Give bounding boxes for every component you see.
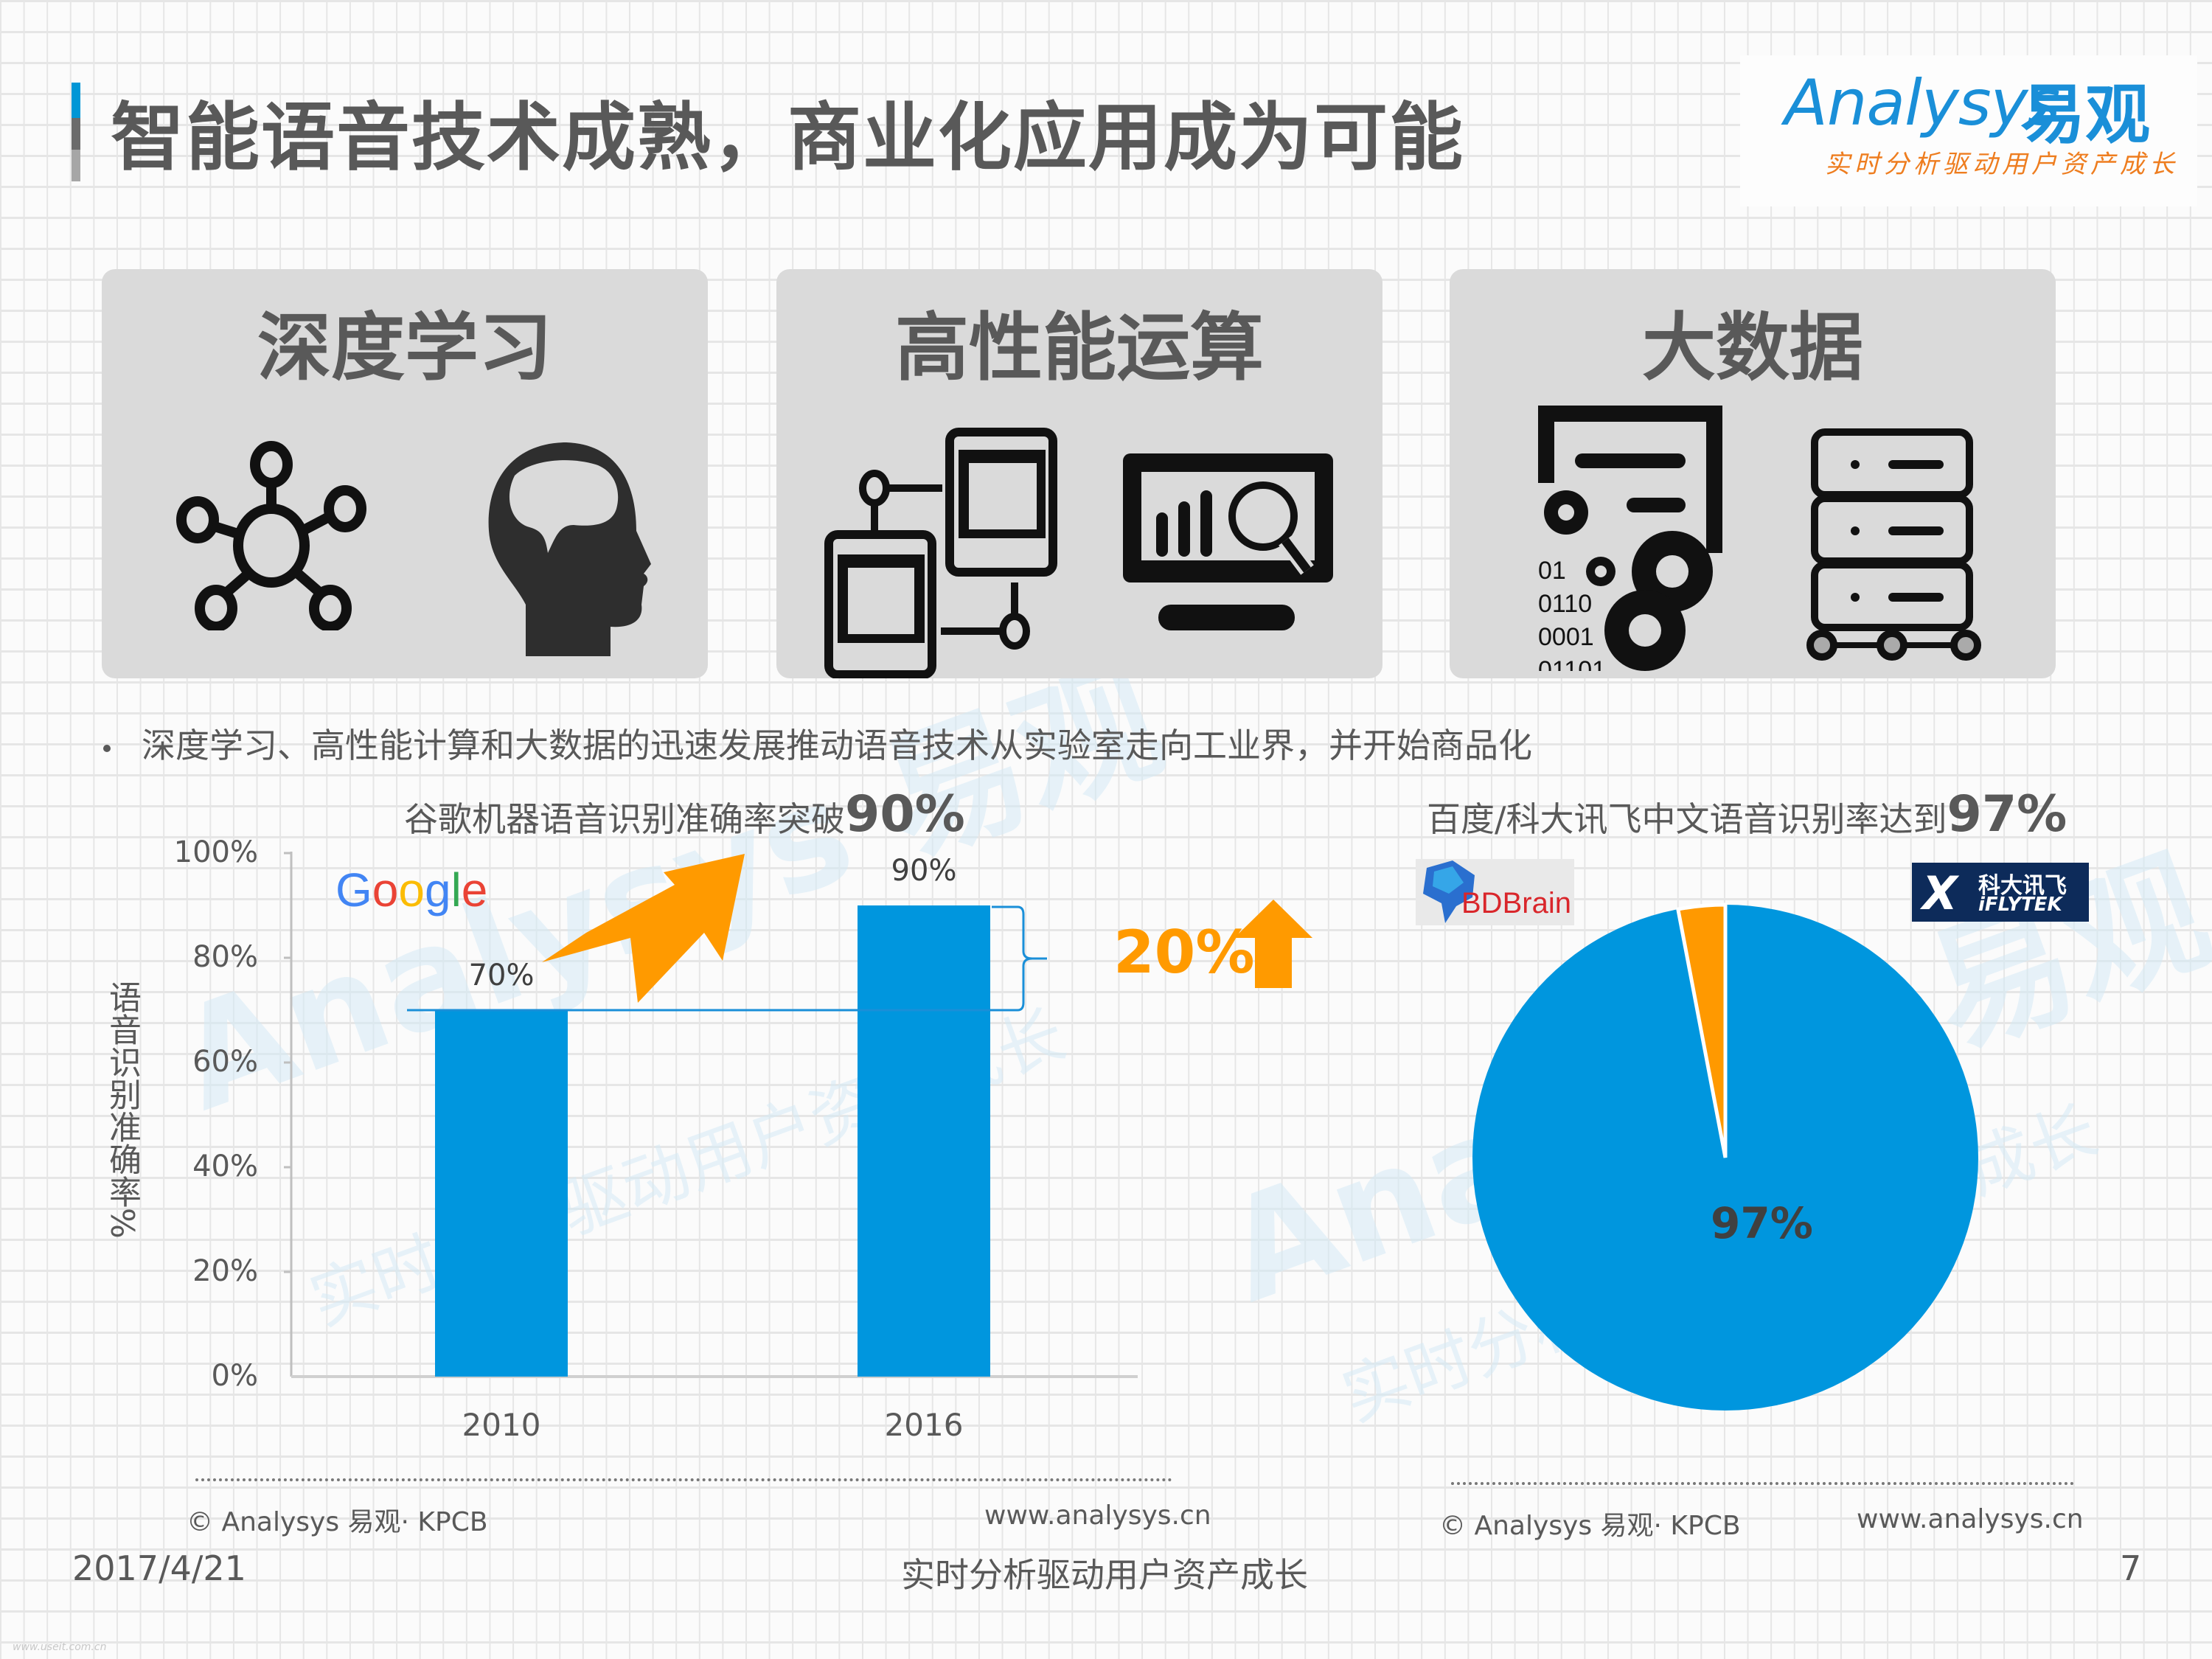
iflytek-logo: X 科大讯飞 iFLYTEK	[1912, 863, 2089, 922]
data-gears-icon: 01 0110 0001 01101	[1538, 406, 1722, 671]
bar-value-label: 70%	[468, 959, 535, 992]
server-stack-icon	[1811, 428, 1973, 649]
human-head-brain-icon	[488, 442, 651, 656]
bullet-text: 深度学习、高性能计算和大数据的迅速发展推动语音技术从实验室走向工业界，并开始商品…	[142, 726, 1532, 765]
ytick: 60%	[192, 1045, 258, 1079]
footer-slogan: 实时分析驱动用户资产成长	[901, 1555, 1308, 1595]
panel-big-data: 大数据 01 0110 0001 01101	[1450, 269, 2056, 678]
divider	[195, 1478, 1172, 1481]
increase-label: 20%	[1113, 918, 1255, 987]
panel-high-performance-computing: 高性能运算	[776, 269, 1382, 678]
logo-brand-en: Analysys	[1784, 66, 2060, 140]
panel-title: 深度学习	[257, 305, 552, 391]
pie-chart-source: © Analysys 易观· KPCB	[1439, 1511, 1741, 1541]
bar-2016	[858, 905, 990, 1377]
binary-text: 0001	[1538, 623, 1594, 651]
page-title: 智能语音技术成熟，商业化应用成为可能	[111, 94, 1464, 181]
xtick: 2010	[462, 1407, 541, 1443]
pie-chart-title: 百度/科大讯飞中文语音识别率达到97%	[1427, 785, 2067, 844]
bar-value-label: 90%	[891, 854, 957, 888]
panel-deep-learning: 深度学习	[102, 269, 708, 678]
bar-chart-axes	[284, 852, 1138, 1378]
bdbrain-logo: BDBrain	[1416, 859, 1574, 925]
bar-2010	[435, 1010, 568, 1377]
network-hub-icon	[176, 441, 366, 630]
pie-chart	[1472, 902, 1978, 1411]
bar-chart-site: www.analysys.cn	[984, 1500, 1211, 1531]
connected-computers-icon	[824, 428, 1057, 678]
bullet-point: 深度学习、高性能计算和大数据的迅速发展推动语音技术从实验室走向工业界，并开始商品…	[103, 719, 1532, 768]
tiny-watermark: www.useit.com.cn	[13, 1641, 107, 1653]
ytick: 80%	[192, 940, 258, 974]
monitor-analytics-icon	[1123, 453, 1333, 630]
ytick: 0%	[211, 1359, 258, 1393]
binary-text: 0110	[1538, 590, 1592, 618]
pie-slice-label: 97%	[1711, 1198, 1813, 1248]
divider	[1451, 1482, 2074, 1485]
ytick: 20%	[192, 1254, 258, 1288]
increase-bracket	[407, 905, 1047, 1012]
footer-date: 2017/4/21	[72, 1548, 246, 1588]
binary-text: 01101	[1538, 656, 1606, 671]
bar-chart-source: © Analysys 易观· KPCB	[187, 1507, 488, 1537]
bar-chart-ylabel: 语音识别准确率%	[103, 981, 141, 1239]
analysys-logo: Analysys 易观 实时分析驱动用户资产成长	[1740, 55, 2197, 206]
page-number: 7	[2120, 1548, 2142, 1588]
network-nodes-icon	[1806, 630, 1981, 661]
up-arrow-icon	[1234, 900, 1312, 988]
bullet-dot	[103, 744, 111, 752]
ytick: 100%	[173, 835, 258, 869]
pie-chart-site: www.analysys.cn	[1857, 1504, 2084, 1534]
growth-arrow-icon	[542, 854, 745, 1003]
pie-slice-error	[1675, 902, 1728, 1158]
logo-slogan: 实时分析驱动用户资产成长	[1825, 150, 2179, 179]
title-accent-bar	[72, 83, 80, 181]
binary-text: 01	[1538, 557, 1566, 585]
panel-title: 高性能运算	[895, 305, 1264, 391]
panel-title: 大数据	[1642, 305, 1863, 391]
xtick: 2016	[884, 1407, 964, 1443]
logo-brand-cn: 易观	[2020, 77, 2151, 153]
ytick: 40%	[192, 1150, 258, 1183]
google-logo: Google	[335, 863, 488, 917]
bar-chart-title: 谷歌机器语音识别准确率突破90%	[404, 785, 965, 844]
